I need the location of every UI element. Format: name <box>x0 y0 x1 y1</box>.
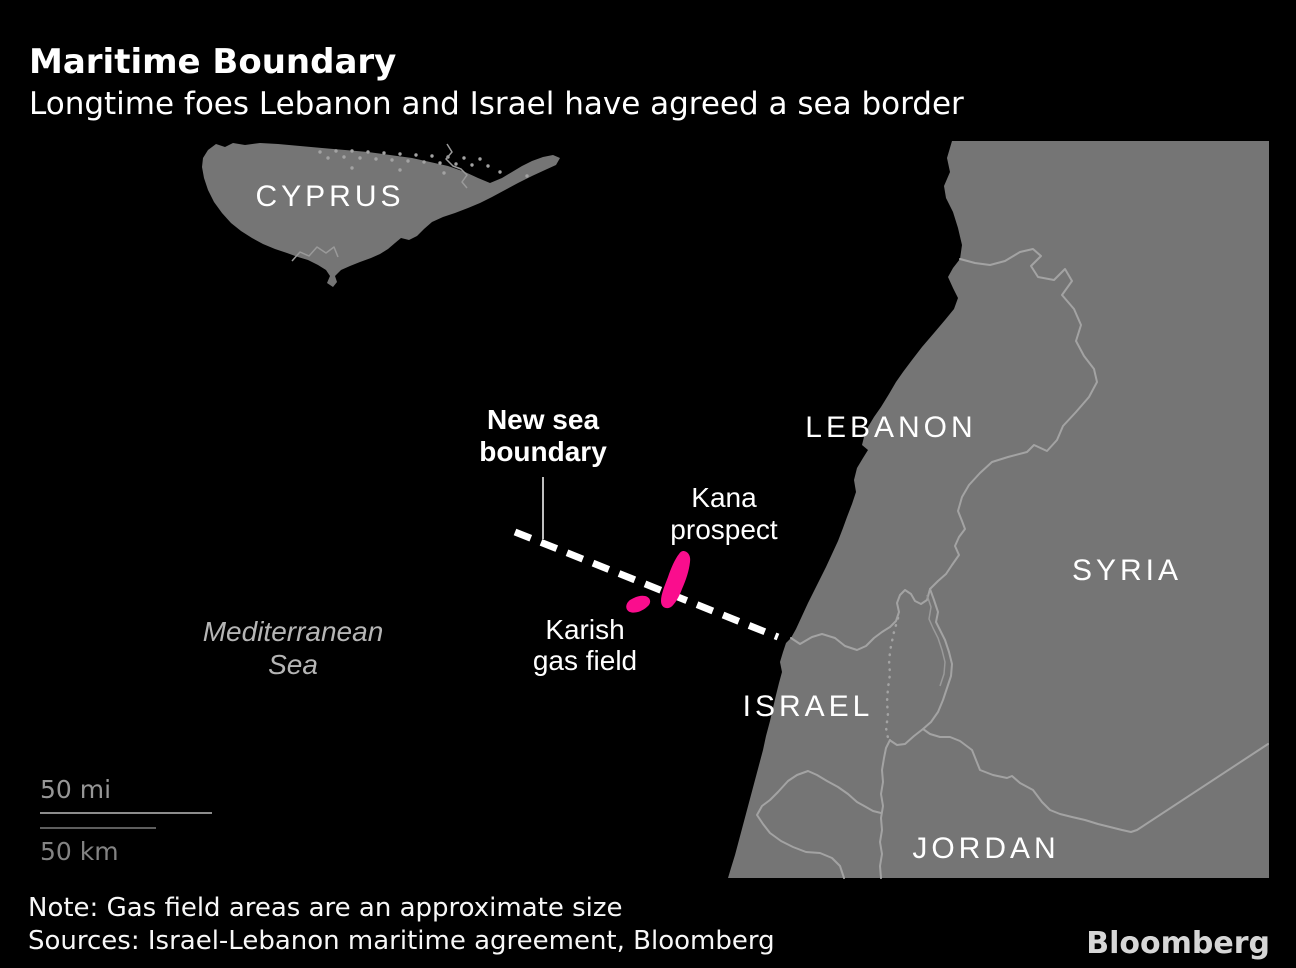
label-cyprus: CYPRUS <box>255 180 404 213</box>
label-karish-line1: Karish <box>545 614 624 645</box>
kana-prospect-shape <box>661 551 691 609</box>
border-golan-second-line <box>926 594 946 687</box>
scale-km-label: 50 km <box>40 837 119 866</box>
cyprus-east-boundary <box>445 143 468 189</box>
label-israel: ISRAEL <box>743 690 874 723</box>
cyprus-landmass <box>202 143 560 287</box>
scale-bar: 50 mi 50 km <box>40 775 212 866</box>
border-west-bank-dotted <box>884 616 900 740</box>
label-jordan: JORDAN <box>912 832 1059 865</box>
cyprus-buffer-zone-dots <box>318 149 529 178</box>
page-subtitle: Longtime foes Lebanon and Israel have ag… <box>29 86 964 122</box>
page-title: Maritime Boundary <box>29 42 397 82</box>
label-syria: SYRIA <box>1072 554 1182 587</box>
border-israel-jordan <box>879 739 891 879</box>
label-kana-line1: Kana <box>691 482 757 513</box>
cyprus-south-boundary <box>291 246 339 262</box>
border-west-bank <box>756 770 882 879</box>
label-mediterranean-line1: Mediterranean <box>203 616 384 647</box>
bloomberg-logo: Bloomberg <box>1086 926 1270 961</box>
label-karish-line2: gas field <box>533 645 637 676</box>
border-israel-lebanon <box>790 588 931 651</box>
footer-sources: Sources: Israel-Lebanon maritime agreeme… <box>28 926 775 956</box>
label-kana-line2: prospect <box>670 514 778 545</box>
border-lebanon-syria <box>929 248 1098 590</box>
border-syria-jordan <box>922 728 1269 833</box>
new-sea-boundary-line <box>513 528 780 641</box>
label-mediterranean-line2: Sea <box>268 649 318 680</box>
border-golan <box>890 588 953 746</box>
label-new-sea-boundary-line2: boundary <box>479 436 607 467</box>
mainland-landmass <box>728 141 1269 878</box>
footer-note: Note: Gas field areas are an approximate… <box>28 893 623 923</box>
label-lebanon: LEBANON <box>805 411 976 444</box>
label-new-sea-boundary-line1: New sea <box>487 404 599 435</box>
scale-miles-label: 50 mi <box>40 775 111 804</box>
karish-gas-field-shape <box>626 595 651 613</box>
